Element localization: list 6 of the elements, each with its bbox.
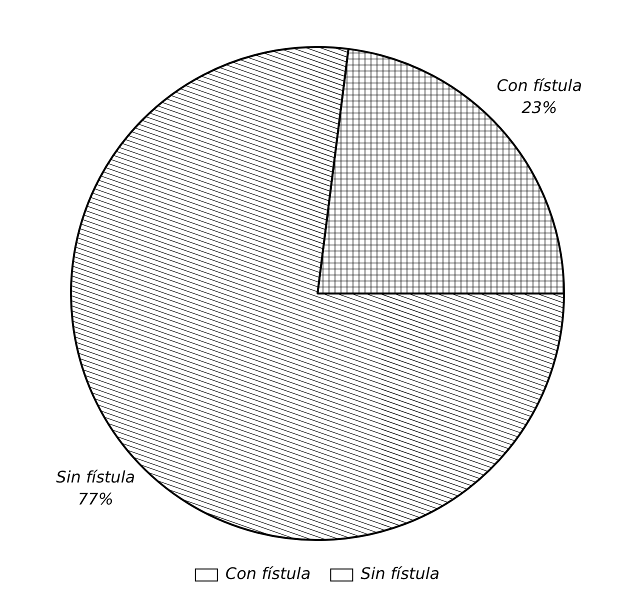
data-label: 77% — [78, 489, 114, 508]
slice-label: Sin fístula — [56, 467, 136, 486]
legend-label: Sin fístula — [360, 564, 440, 584]
legend-label: Con fístula — [225, 564, 311, 584]
data-label: 23% — [522, 98, 558, 118]
slice-label: Con fístula — [496, 76, 582, 96]
